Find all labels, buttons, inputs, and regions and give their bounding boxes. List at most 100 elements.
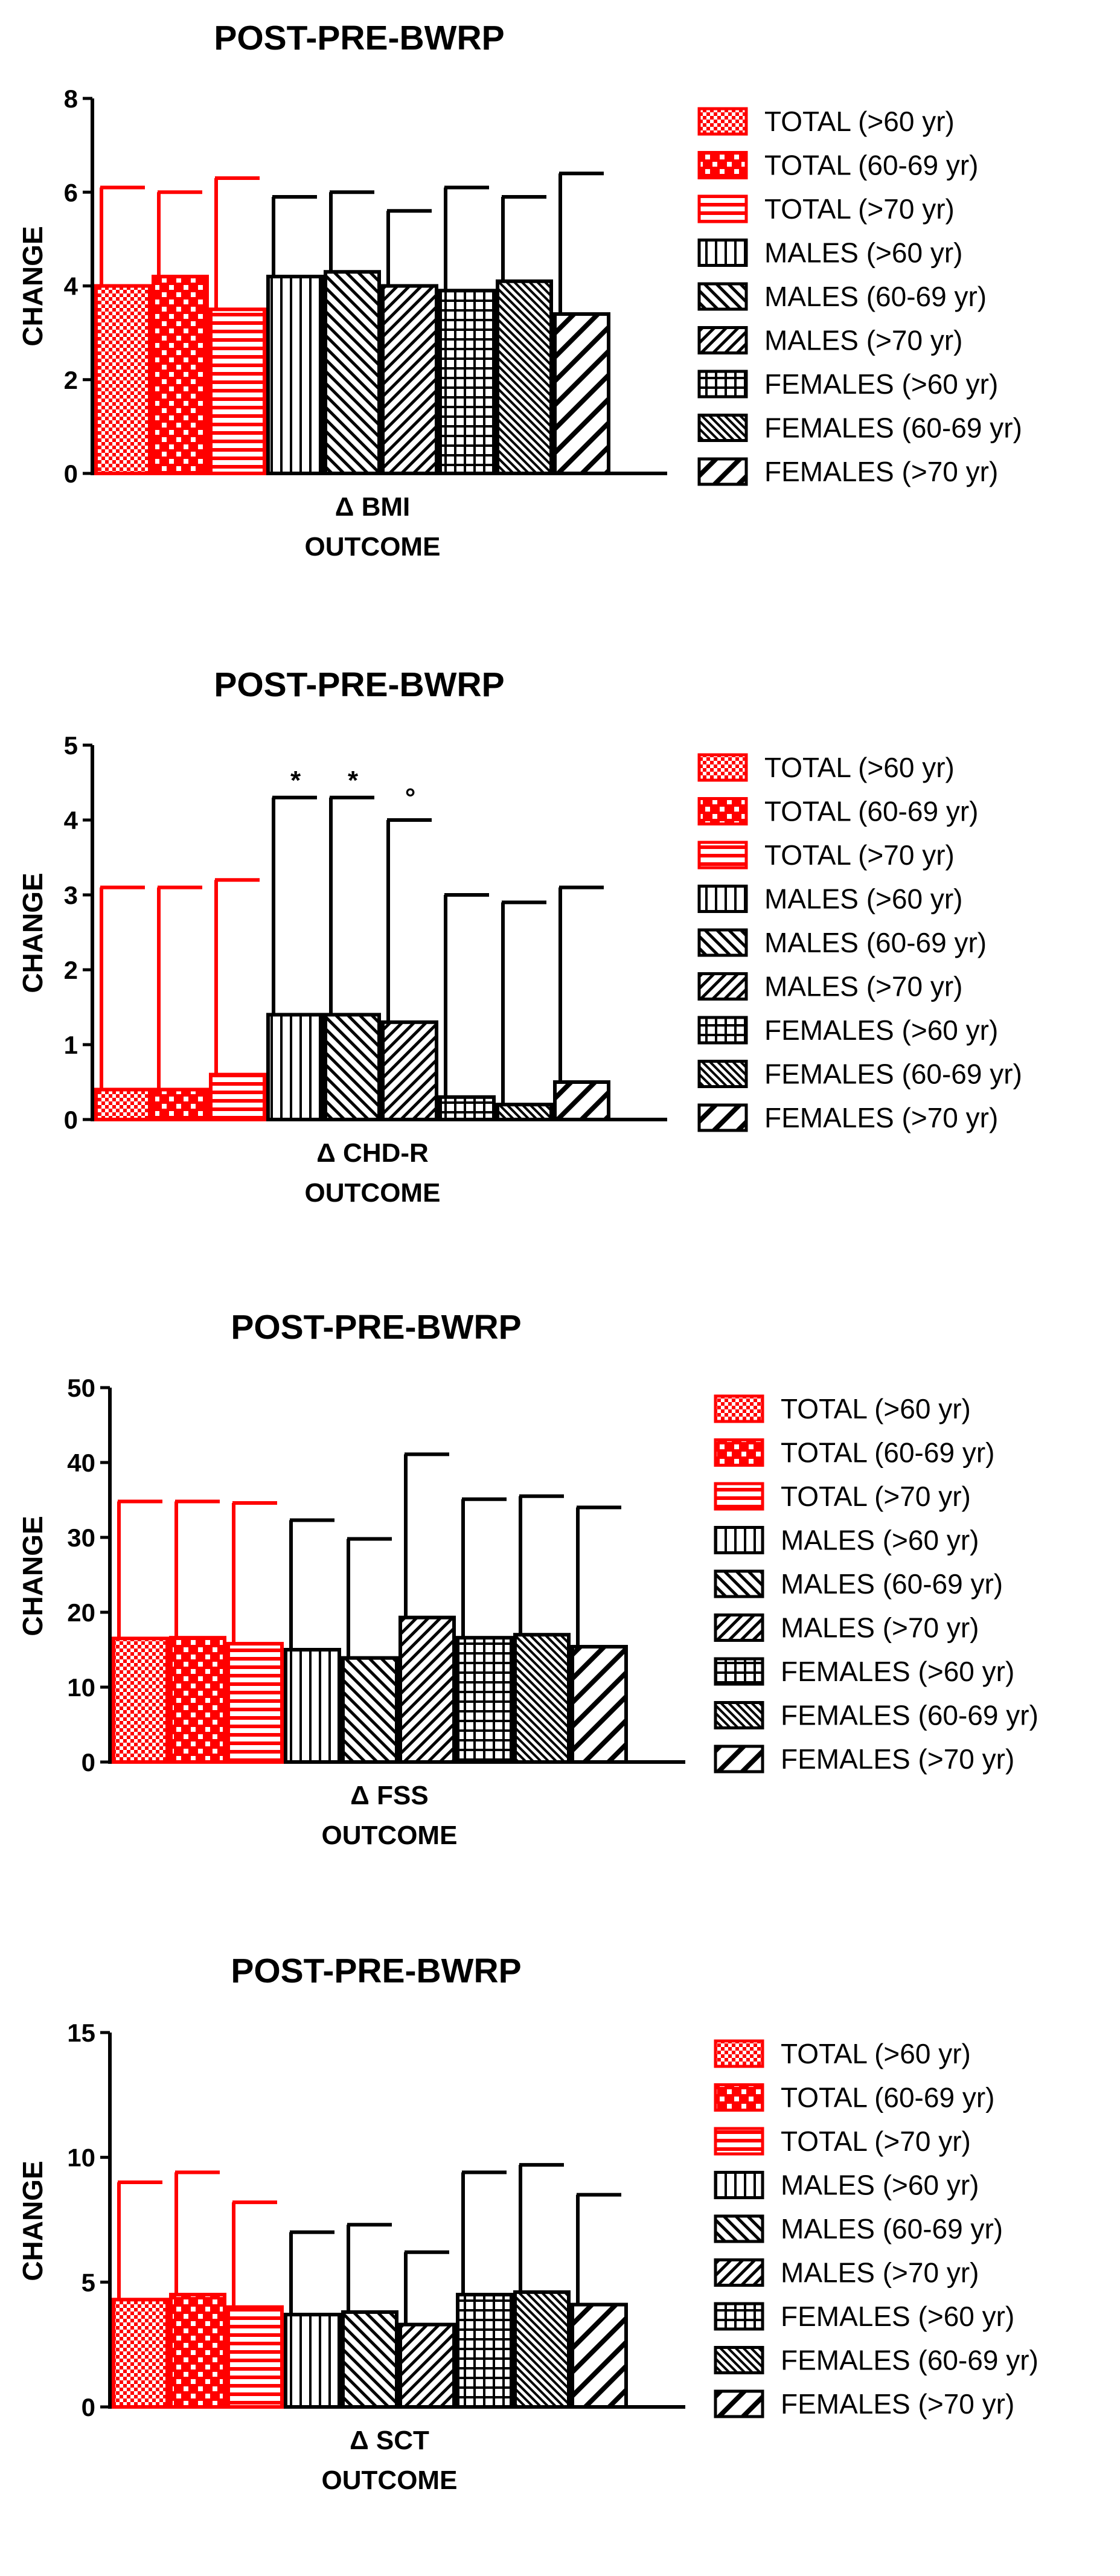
- legend-swatch: [714, 1526, 764, 1554]
- legend-label: TOTAL (60-69 yr): [781, 1437, 994, 1469]
- bar-8: [496, 279, 553, 475]
- legend-swatch: [697, 457, 748, 486]
- y-tick-label: 5: [64, 731, 78, 760]
- bar-1: [94, 1088, 152, 1122]
- legend-swatch: [697, 370, 748, 399]
- legend-label: TOTAL (>60 yr): [764, 752, 955, 783]
- legend-swatch: [714, 2127, 764, 2156]
- bar-9: [553, 312, 610, 475]
- bar-9: [571, 2302, 628, 2409]
- bar-6: [381, 284, 438, 475]
- bar-2: [152, 1088, 209, 1122]
- significance-marker: °: [405, 783, 416, 813]
- y-axis-label: CHANGE: [17, 1516, 48, 1636]
- y-tick-label: 0: [82, 1748, 95, 1777]
- legend-label: TOTAL (60-69 yr): [764, 796, 978, 827]
- y-tick-label: 50: [67, 1374, 95, 1402]
- significance-marker: *: [348, 766, 359, 795]
- legend-swatch: [697, 151, 748, 179]
- y-tick-label: 5: [82, 2268, 95, 2296]
- bar-3: [209, 1072, 266, 1121]
- legend-swatch: [697, 282, 748, 311]
- legend-label: MALES (60-69 yr): [764, 927, 987, 958]
- legend-swatch: [714, 1438, 764, 1467]
- bar-5: [341, 1656, 398, 1764]
- chart-panel-1: POST-PRE-BWRP CHANGE 0 2 4 6 8 Δ BMI OUTCOME TOTA…: [17, 19, 1022, 562]
- bar-7: [456, 2293, 513, 2409]
- legend-swatch: [714, 2214, 764, 2243]
- legend-label: MALES (>60 yr): [781, 2170, 979, 2201]
- bar-1: [112, 2298, 169, 2409]
- legend-swatch: [697, 928, 748, 957]
- bar-6: [398, 2322, 456, 2409]
- chart-panel-2: POST-PRE-BWRP CHANGE 0 1 2 3 4 5 * * ° Δ CHD-R OUTCO…: [17, 665, 1022, 1208]
- bar-4: [284, 1648, 341, 1764]
- y-tick-label: 10: [67, 1673, 95, 1702]
- legend-swatch: [697, 797, 748, 825]
- legend-swatch: [714, 2258, 764, 2287]
- chart-panels: POST-PRE-BWRP CHANGE 0 2 4 6 8 Δ BMI OUTCOME TOTA…: [17, 19, 1038, 2495]
- legend: TOTAL (>60 yr) TOTAL (60-69 yr) TOTAL (>70…: [697, 752, 1022, 1133]
- y-tick-label: 3: [64, 881, 78, 909]
- chart-title: POST-PRE-BWRP: [231, 1952, 521, 1990]
- chart-panel-3: POST-PRE-BWRP CHANGE 0 10 20 30 40 50 Δ FSS OUTCO…: [17, 1308, 1038, 1850]
- bar-5: [324, 1013, 381, 1122]
- legend-swatch: [714, 1613, 764, 1642]
- legend-swatch: [714, 1745, 764, 1773]
- y-tick-label: 10: [67, 2144, 95, 2172]
- legend-swatch: [714, 1701, 764, 1729]
- legend-label: TOTAL (>70 yr): [764, 193, 955, 225]
- y-tick-label: 4: [64, 272, 78, 301]
- y-tick-label: 0: [64, 1106, 78, 1134]
- legend: TOTAL (>60 yr) TOTAL (60-69 yr) TOTAL (>70…: [697, 106, 1022, 487]
- y-tick-label: 2: [64, 366, 78, 394]
- y-tick-label: 40: [67, 1449, 95, 1477]
- legend-label: FEMALES (>70 yr): [781, 1743, 1014, 1775]
- bar-8: [513, 2290, 571, 2409]
- legend-swatch: [714, 1569, 764, 1598]
- legend-label: FEMALES (>70 yr): [781, 2388, 1014, 2420]
- y-tick-label: 15: [67, 2019, 95, 2047]
- legend-label: MALES (>70 yr): [764, 325, 963, 356]
- legend-swatch: [697, 753, 748, 782]
- legend-label: TOTAL (>60 yr): [764, 106, 955, 137]
- legend-swatch: [697, 326, 748, 354]
- y-tick-label: 4: [64, 806, 78, 835]
- bar-2: [169, 1636, 226, 1764]
- legend-label: MALES (>60 yr): [781, 1525, 979, 1556]
- legend-label: TOTAL (>60 yr): [781, 2038, 971, 2069]
- legend-label: MALES (60-69 yr): [781, 1568, 1003, 1600]
- legend-label: MALES (>60 yr): [764, 237, 963, 269]
- bar-8: [496, 1103, 553, 1121]
- x-axis-label: OUTCOME: [322, 1821, 458, 1850]
- y-tick-label: 2: [64, 956, 78, 984]
- bar-5: [341, 2310, 398, 2409]
- legend: TOTAL (>60 yr) TOTAL (60-69 yr) TOTAL (>70…: [714, 2038, 1038, 2420]
- legend-swatch: [714, 2039, 764, 2068]
- legend-swatch: [697, 972, 748, 1001]
- bar-7: [456, 1636, 513, 1764]
- chart-title: POST-PRE-BWRP: [231, 1308, 521, 1347]
- bar-4: [266, 1013, 324, 1122]
- y-tick-label: 8: [64, 85, 78, 113]
- legend-label: MALES (>70 yr): [781, 1612, 979, 1644]
- significance-marker: *: [290, 766, 301, 795]
- bar-7: [438, 1095, 496, 1122]
- legend-label: FEMALES (60-69 yr): [764, 412, 1022, 444]
- y-axis-label: CHANGE: [17, 873, 48, 993]
- x-axis-label: OUTCOME: [305, 1178, 441, 1208]
- chart-title: POST-PRE-BWRP: [214, 665, 504, 704]
- bar-5: [324, 270, 381, 475]
- bar-3: [226, 2305, 284, 2409]
- y-tick-label: 0: [64, 460, 78, 488]
- y-axis-label: CHANGE: [17, 2161, 48, 2281]
- legend-label: TOTAL (60-69 yr): [764, 150, 978, 181]
- y-tick-label: 20: [67, 1598, 95, 1627]
- legend-label: MALES (60-69 yr): [781, 2213, 1003, 2244]
- legend: TOTAL (>60 yr) TOTAL (60-69 yr) TOTAL (>70…: [714, 1393, 1038, 1775]
- bar-1: [94, 284, 152, 475]
- legend-label: TOTAL (>60 yr): [781, 1393, 971, 1424]
- y-axis-label: CHANGE: [17, 226, 48, 346]
- legend-label: FEMALES (60-69 yr): [781, 1700, 1038, 1731]
- chart-title: POST-PRE-BWRP: [214, 19, 504, 57]
